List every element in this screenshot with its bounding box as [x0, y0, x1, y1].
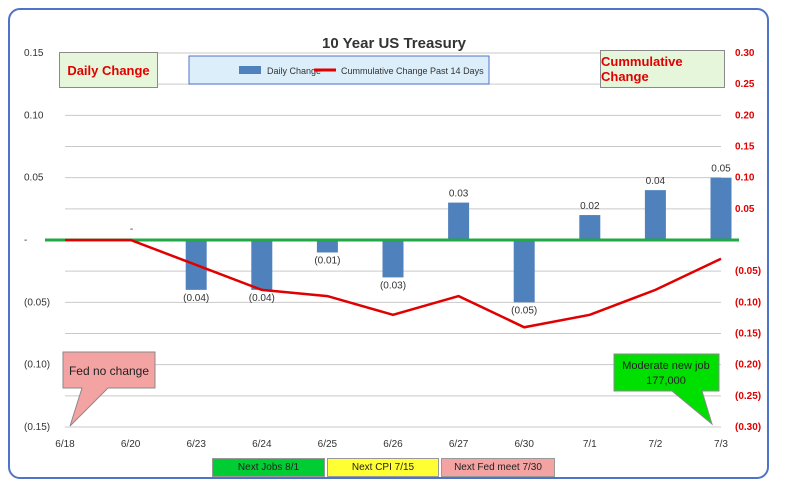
x-tick-label: 6/25	[318, 439, 338, 450]
right-tick-label: (0.15)	[735, 329, 761, 340]
x-tick-label: 6/18	[55, 439, 75, 450]
left-tick-label: 0.15	[24, 48, 44, 59]
bar	[316, 240, 338, 253]
bar-data-label: 0.04	[646, 176, 666, 187]
bar	[644, 190, 666, 240]
x-tick-label: 6/30	[514, 439, 534, 450]
right-tick-label: 0.05	[735, 204, 755, 215]
left-tick-label: (0.05)	[24, 297, 50, 308]
legend: Daily Change Cummulative Change Past 14 …	[188, 55, 490, 85]
right-tick-label: 0.30	[735, 48, 755, 59]
jobs-callout: Moderate new job 177,000	[613, 353, 720, 426]
right-tick-label: (0.25)	[735, 391, 761, 402]
right-tick-label: 0.15	[735, 142, 755, 153]
bar	[448, 202, 470, 240]
fed-callout: Fed no change	[62, 351, 156, 427]
next-cpi-badge: Next CPI 7/15	[327, 458, 439, 477]
left-tick-label: -	[24, 235, 27, 246]
legend-bar-label: Daily Change	[267, 66, 321, 76]
legend-line-label: Cummulative Change Past 14 Days	[341, 66, 484, 76]
x-tick-label: 7/3	[714, 439, 728, 450]
legend-bar-swatch	[239, 66, 261, 74]
bar	[579, 215, 601, 240]
x-tick-label: 6/20	[121, 439, 141, 450]
right-tick-label: (0.30)	[735, 422, 761, 433]
right-tick-label: (0.20)	[735, 360, 761, 371]
left-tick-label: 0.10	[24, 110, 44, 121]
bar-data-label: 0.03	[449, 189, 469, 200]
bar-data-label: (0.04)	[249, 293, 275, 304]
right-tick-label: (0.05)	[735, 266, 761, 277]
x-tick-label: 6/27	[449, 439, 469, 450]
bar	[251, 240, 273, 290]
bar	[382, 240, 404, 278]
x-tick-label: 6/26	[383, 439, 403, 450]
data-labels-layer: - (0.04) (0.04) (0.01) (0.03) 0.03 (0.05) 0.02 0…	[130, 164, 731, 317]
x-tick-label: 6/23	[186, 439, 206, 450]
cumulative-line-layer	[65, 238, 722, 329]
right-tick-label: 0.20	[735, 110, 755, 121]
left-axis-title: Daily Change	[59, 52, 158, 88]
jobs-callout-line1: Moderate new job	[622, 360, 709, 372]
bar-data-label: (0.03)	[380, 280, 406, 291]
bar-data-label: (0.04)	[183, 293, 209, 304]
chart-title: 10 Year US Treasury	[322, 35, 467, 52]
bar-data-label: -	[130, 224, 133, 235]
left-tick-label: (0.15)	[24, 422, 50, 433]
cumulative-line	[65, 238, 722, 329]
right-tick-label: 0.10	[735, 173, 755, 184]
fed-callout-text: Fed no change	[69, 364, 149, 378]
bar-data-label: (0.01)	[314, 255, 340, 266]
grid-layer	[65, 52, 721, 428]
next-jobs-badge: Next Jobs 8/1	[212, 458, 325, 477]
right-tick-label: (0.10)	[735, 297, 761, 308]
jobs-callout-line2: 177,000	[646, 375, 686, 387]
x-tick-label: 7/1	[583, 439, 597, 450]
bar-data-label: (0.05)	[511, 305, 537, 316]
tick-labels-layer: (0.15) (0.10) (0.05) - 0.05 0.10 0.15 (0.30) (0.…	[24, 48, 761, 450]
x-tick-label: 6/24	[252, 439, 272, 450]
right-axis-title: Cummulative Change	[600, 50, 725, 88]
next-fed-badge: Next Fed meet 7/30	[441, 458, 555, 477]
left-tick-label: 0.05	[24, 173, 44, 184]
bar-data-label: 0.05	[711, 164, 731, 175]
left-tick-label: (0.10)	[24, 360, 50, 371]
x-tick-label: 7/2	[648, 439, 662, 450]
bar	[710, 177, 732, 240]
bar	[513, 240, 535, 303]
bar-data-label: 0.02	[580, 201, 600, 212]
right-tick-label: 0.25	[735, 79, 755, 90]
